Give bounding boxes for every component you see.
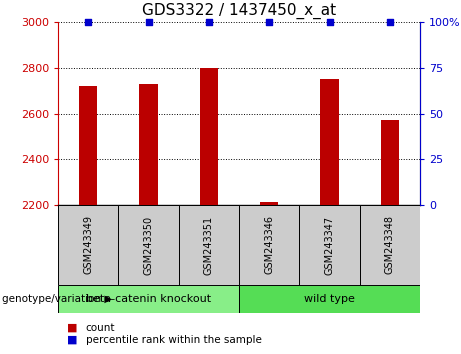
Text: beta-catenin knockout: beta-catenin knockout <box>86 294 211 304</box>
Bar <box>320 79 338 205</box>
Bar <box>381 120 399 205</box>
Bar <box>58 205 118 285</box>
Point <box>205 19 213 25</box>
Text: ■: ■ <box>67 323 78 333</box>
Bar <box>360 205 420 285</box>
Bar <box>260 201 278 205</box>
Bar <box>179 205 239 285</box>
Text: genotype/variation ▶: genotype/variation ▶ <box>2 294 112 304</box>
Text: GSM243346: GSM243346 <box>264 216 274 274</box>
Point <box>145 19 152 25</box>
Point <box>84 19 92 25</box>
Point <box>326 19 333 25</box>
Text: wild type: wild type <box>304 294 355 304</box>
Text: GSM243347: GSM243347 <box>325 216 335 275</box>
Text: GSM243349: GSM243349 <box>83 216 93 274</box>
Text: GSM243350: GSM243350 <box>143 216 154 275</box>
Text: ■: ■ <box>67 335 78 345</box>
Text: GSM243348: GSM243348 <box>385 216 395 274</box>
Text: count: count <box>86 323 115 333</box>
Bar <box>299 205 360 285</box>
Bar <box>239 205 299 285</box>
Bar <box>139 84 158 205</box>
Point <box>266 19 273 25</box>
Title: GDS3322 / 1437450_x_at: GDS3322 / 1437450_x_at <box>142 3 336 19</box>
Bar <box>79 86 97 205</box>
Bar <box>239 285 420 313</box>
Bar <box>200 68 218 205</box>
Bar <box>58 285 239 313</box>
Text: percentile rank within the sample: percentile rank within the sample <box>86 335 261 345</box>
Bar <box>118 205 179 285</box>
Point <box>386 19 394 25</box>
Text: GSM243351: GSM243351 <box>204 216 214 275</box>
